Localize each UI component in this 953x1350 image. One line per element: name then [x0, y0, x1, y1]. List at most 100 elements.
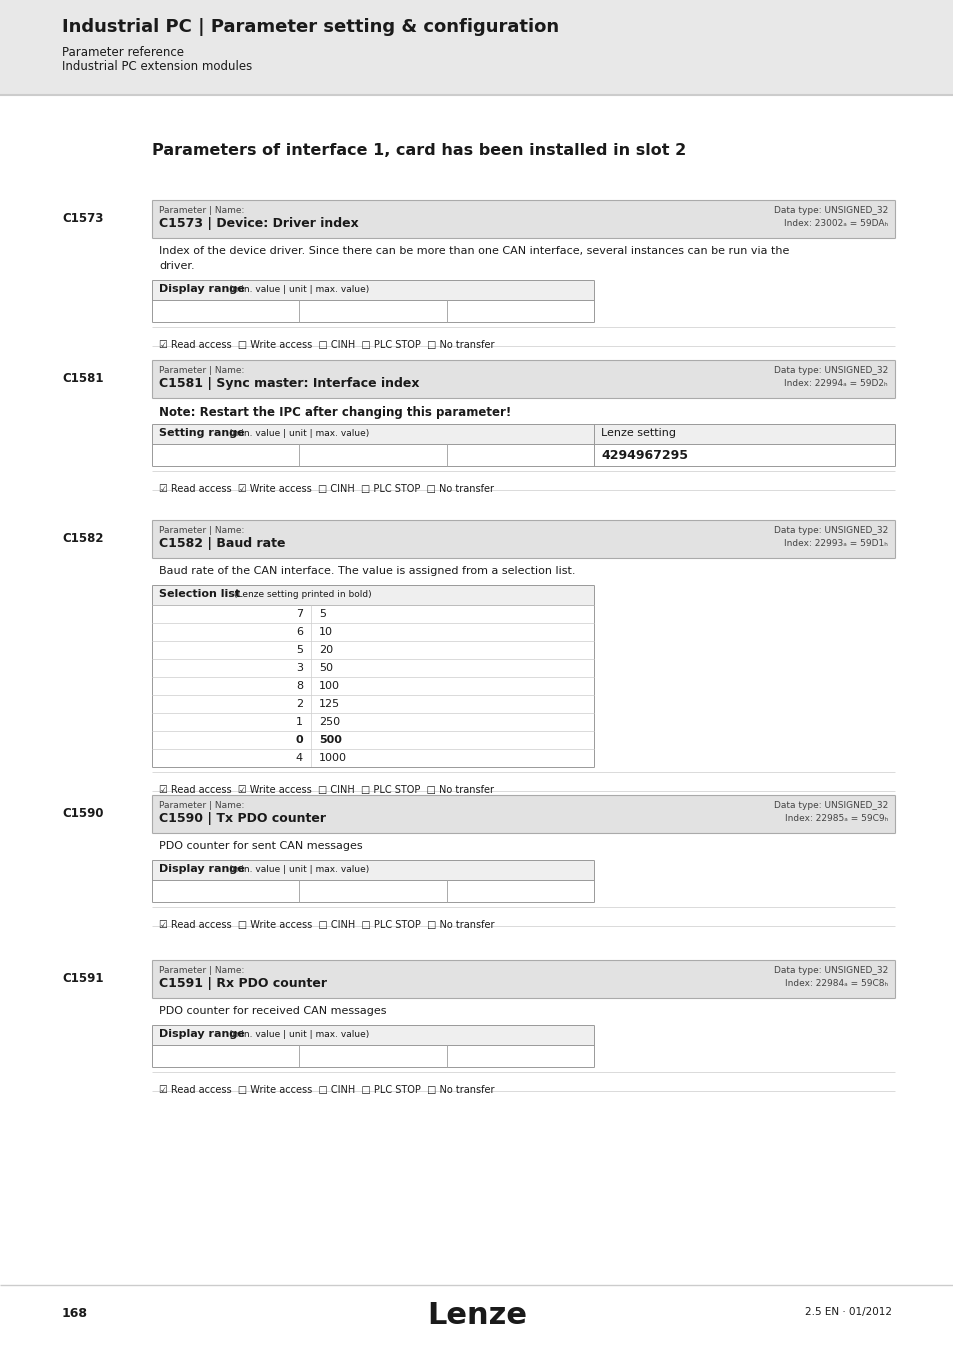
Text: 4: 4 — [295, 753, 303, 763]
Text: driver.: driver. — [159, 261, 194, 271]
Text: Data type: UNSIGNED_32: Data type: UNSIGNED_32 — [773, 526, 887, 535]
Bar — [152, 730, 594, 749]
Text: Parameter | Name:: Parameter | Name: — [159, 366, 244, 375]
Text: ☑ Read access  □ Write access  □ CINH  □ PLC STOP  □ No transfer: ☑ Read access □ Write access □ CINH □ PL… — [159, 340, 494, 350]
Bar — [152, 622, 594, 641]
Text: PDO counter for sent CAN messages: PDO counter for sent CAN messages — [159, 841, 362, 850]
Bar — [152, 585, 594, 605]
Text: Index: 22985ₐ = 59C9ₕ: Index: 22985ₐ = 59C9ₕ — [784, 814, 887, 824]
Bar — [152, 960, 894, 998]
Text: 250: 250 — [318, 717, 340, 728]
Text: Data type: UNSIGNED_32: Data type: UNSIGNED_32 — [773, 366, 887, 375]
Text: C1573: C1573 — [62, 212, 103, 225]
Text: C1582: C1582 — [62, 532, 103, 545]
Bar — [152, 360, 894, 398]
Bar — [152, 880, 594, 902]
Text: C1582 | Baud rate: C1582 | Baud rate — [159, 537, 285, 549]
Text: 0: 0 — [295, 734, 303, 745]
Text: Index: 23002ₐ = 59DAₕ: Index: 23002ₐ = 59DAₕ — [783, 219, 887, 228]
Text: 5: 5 — [318, 609, 326, 620]
Bar — [152, 860, 594, 880]
Text: Display range: Display range — [159, 1029, 245, 1040]
Text: 1000: 1000 — [318, 753, 347, 763]
Text: Lenze setting: Lenze setting — [600, 428, 676, 437]
Bar — [152, 676, 594, 695]
Bar — [152, 713, 594, 730]
Text: Parameter reference: Parameter reference — [62, 46, 184, 59]
Text: Lenze: Lenze — [427, 1301, 526, 1330]
Text: 1: 1 — [295, 717, 303, 728]
Text: 7: 7 — [295, 609, 303, 620]
Bar — [152, 1045, 594, 1066]
Text: ☑ Read access  □ Write access  □ CINH  □ PLC STOP  □ No transfer: ☑ Read access □ Write access □ CINH □ PL… — [159, 1085, 494, 1095]
Bar — [152, 300, 594, 323]
Text: Data type: UNSIGNED_32: Data type: UNSIGNED_32 — [773, 801, 887, 810]
Text: Index of the device driver. Since there can be more than one CAN interface, seve: Index of the device driver. Since there … — [159, 246, 788, 256]
Text: (Lenze setting printed in bold): (Lenze setting printed in bold) — [233, 590, 371, 599]
Text: Data type: UNSIGNED_32: Data type: UNSIGNED_32 — [773, 967, 887, 975]
Bar — [0, 95, 953, 1305]
Text: C1591 | Rx PDO counter: C1591 | Rx PDO counter — [159, 977, 327, 990]
Text: 4294967295: 4294967295 — [600, 450, 687, 462]
Text: 5: 5 — [295, 645, 303, 655]
Text: Baud rate of the CAN interface. The value is assigned from a selection list.: Baud rate of the CAN interface. The valu… — [159, 566, 575, 576]
Bar — [152, 424, 594, 444]
Bar — [594, 424, 894, 444]
Text: (min. value | unit | max. value): (min. value | unit | max. value) — [229, 285, 369, 294]
Text: 20: 20 — [318, 645, 333, 655]
Text: C1591: C1591 — [62, 972, 103, 986]
Text: C1581 | Sync master: Interface index: C1581 | Sync master: Interface index — [159, 377, 419, 390]
Text: Parameter | Name:: Parameter | Name: — [159, 207, 244, 215]
Text: ☑ Read access  □ Write access  □ CINH  □ PLC STOP  □ No transfer: ☑ Read access □ Write access □ CINH □ PL… — [159, 919, 494, 930]
Text: Parameter | Name:: Parameter | Name: — [159, 967, 244, 975]
Text: 168: 168 — [62, 1307, 88, 1320]
Bar — [152, 695, 594, 713]
Bar — [152, 1025, 594, 1045]
Text: Display range: Display range — [159, 864, 245, 873]
Text: Parameters of interface 1, card has been installed in slot 2: Parameters of interface 1, card has been… — [152, 143, 685, 158]
Text: 2.5 EN · 01/2012: 2.5 EN · 01/2012 — [804, 1307, 891, 1318]
Text: 100: 100 — [318, 680, 339, 691]
Bar — [152, 279, 594, 300]
Text: 500: 500 — [318, 734, 341, 745]
Text: (min. value | unit | max. value): (min. value | unit | max. value) — [229, 429, 369, 437]
Text: Industrial PC extension modules: Industrial PC extension modules — [62, 59, 252, 73]
Bar — [152, 641, 594, 659]
Text: Setting range: Setting range — [159, 428, 244, 437]
Bar — [152, 659, 594, 676]
Text: C1590: C1590 — [62, 807, 103, 819]
Text: Index: 22984ₐ = 59C8ₕ: Index: 22984ₐ = 59C8ₕ — [784, 979, 887, 988]
Bar — [152, 444, 594, 466]
Text: Selection list: Selection list — [159, 589, 240, 599]
Text: ☑ Read access  ☑ Write access  □ CINH  □ PLC STOP  □ No transfer: ☑ Read access ☑ Write access □ CINH □ PL… — [159, 485, 494, 494]
Text: ☑ Read access  ☑ Write access  □ CINH  □ PLC STOP  □ No transfer: ☑ Read access ☑ Write access □ CINH □ PL… — [159, 784, 494, 795]
Bar — [152, 749, 594, 767]
Text: Data type: UNSIGNED_32: Data type: UNSIGNED_32 — [773, 207, 887, 215]
Text: 6: 6 — [295, 626, 303, 637]
Bar — [152, 520, 894, 558]
Text: 125: 125 — [318, 699, 340, 709]
Text: PDO counter for received CAN messages: PDO counter for received CAN messages — [159, 1006, 386, 1017]
Text: 2: 2 — [295, 699, 303, 709]
Text: Note: Restart the IPC after changing this parameter!: Note: Restart the IPC after changing thi… — [159, 406, 511, 418]
Bar — [594, 444, 894, 466]
Text: Display range: Display range — [159, 284, 245, 294]
Text: Index: 22993ₐ = 59D1ₕ: Index: 22993ₐ = 59D1ₕ — [783, 539, 887, 548]
Bar — [152, 200, 894, 238]
Text: Index: 22994ₐ = 59D2ₕ: Index: 22994ₐ = 59D2ₕ — [783, 379, 887, 387]
Text: (min. value | unit | max. value): (min. value | unit | max. value) — [229, 865, 369, 873]
Bar — [0, 0, 953, 95]
Text: (min. value | unit | max. value): (min. value | unit | max. value) — [229, 1030, 369, 1040]
Text: 50: 50 — [318, 663, 333, 674]
Text: Industrial PC | Parameter setting & configuration: Industrial PC | Parameter setting & conf… — [62, 18, 558, 36]
Bar — [152, 795, 894, 833]
Text: 10: 10 — [318, 626, 333, 637]
Text: Parameter | Name:: Parameter | Name: — [159, 526, 244, 535]
Text: C1581: C1581 — [62, 373, 103, 385]
Text: 8: 8 — [295, 680, 303, 691]
Text: C1573 | Device: Driver index: C1573 | Device: Driver index — [159, 217, 358, 230]
Bar — [0, 1285, 953, 1350]
Text: Parameter | Name:: Parameter | Name: — [159, 801, 244, 810]
Text: 3: 3 — [295, 663, 303, 674]
Text: C1590 | Tx PDO counter: C1590 | Tx PDO counter — [159, 811, 326, 825]
